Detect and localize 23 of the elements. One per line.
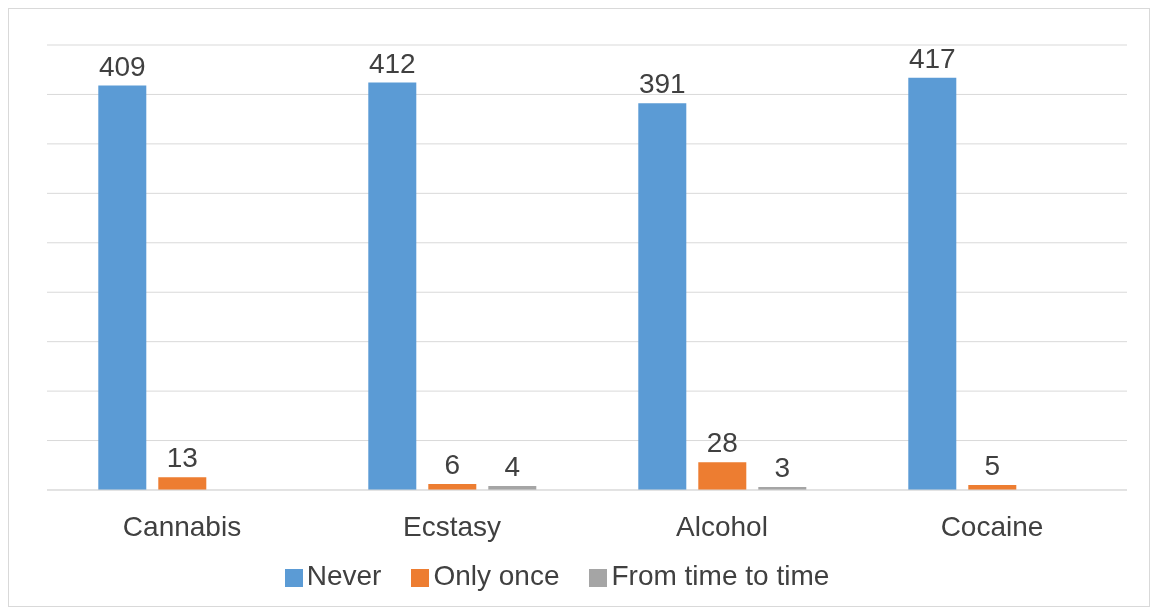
data-label: 409 xyxy=(98,50,146,82)
data-label: 391 xyxy=(638,68,686,100)
data-label: 5 xyxy=(984,450,1001,482)
x-tick-label: Ecstasy xyxy=(402,510,502,542)
data-label: 4 xyxy=(504,451,521,483)
bar xyxy=(98,85,147,490)
data-label: 6 xyxy=(444,449,461,481)
bar xyxy=(368,82,417,490)
x-tick-label: Cocaine xyxy=(940,510,1044,542)
bar xyxy=(908,77,957,490)
legend-label: Never xyxy=(306,560,382,591)
data-label: 13 xyxy=(166,442,198,474)
data-label: 417 xyxy=(908,42,956,74)
data-label: 3 xyxy=(774,452,791,484)
x-tick-label: Cannabis xyxy=(122,510,242,542)
bar xyxy=(638,103,687,490)
legend-label: From time to time xyxy=(611,560,830,591)
bar xyxy=(158,477,207,490)
x-tick-label: Alcohol xyxy=(676,510,768,542)
data-label: 28 xyxy=(706,427,738,459)
bar xyxy=(698,462,747,490)
legend-label: Only once xyxy=(433,560,560,591)
data-label: 412 xyxy=(368,47,416,79)
